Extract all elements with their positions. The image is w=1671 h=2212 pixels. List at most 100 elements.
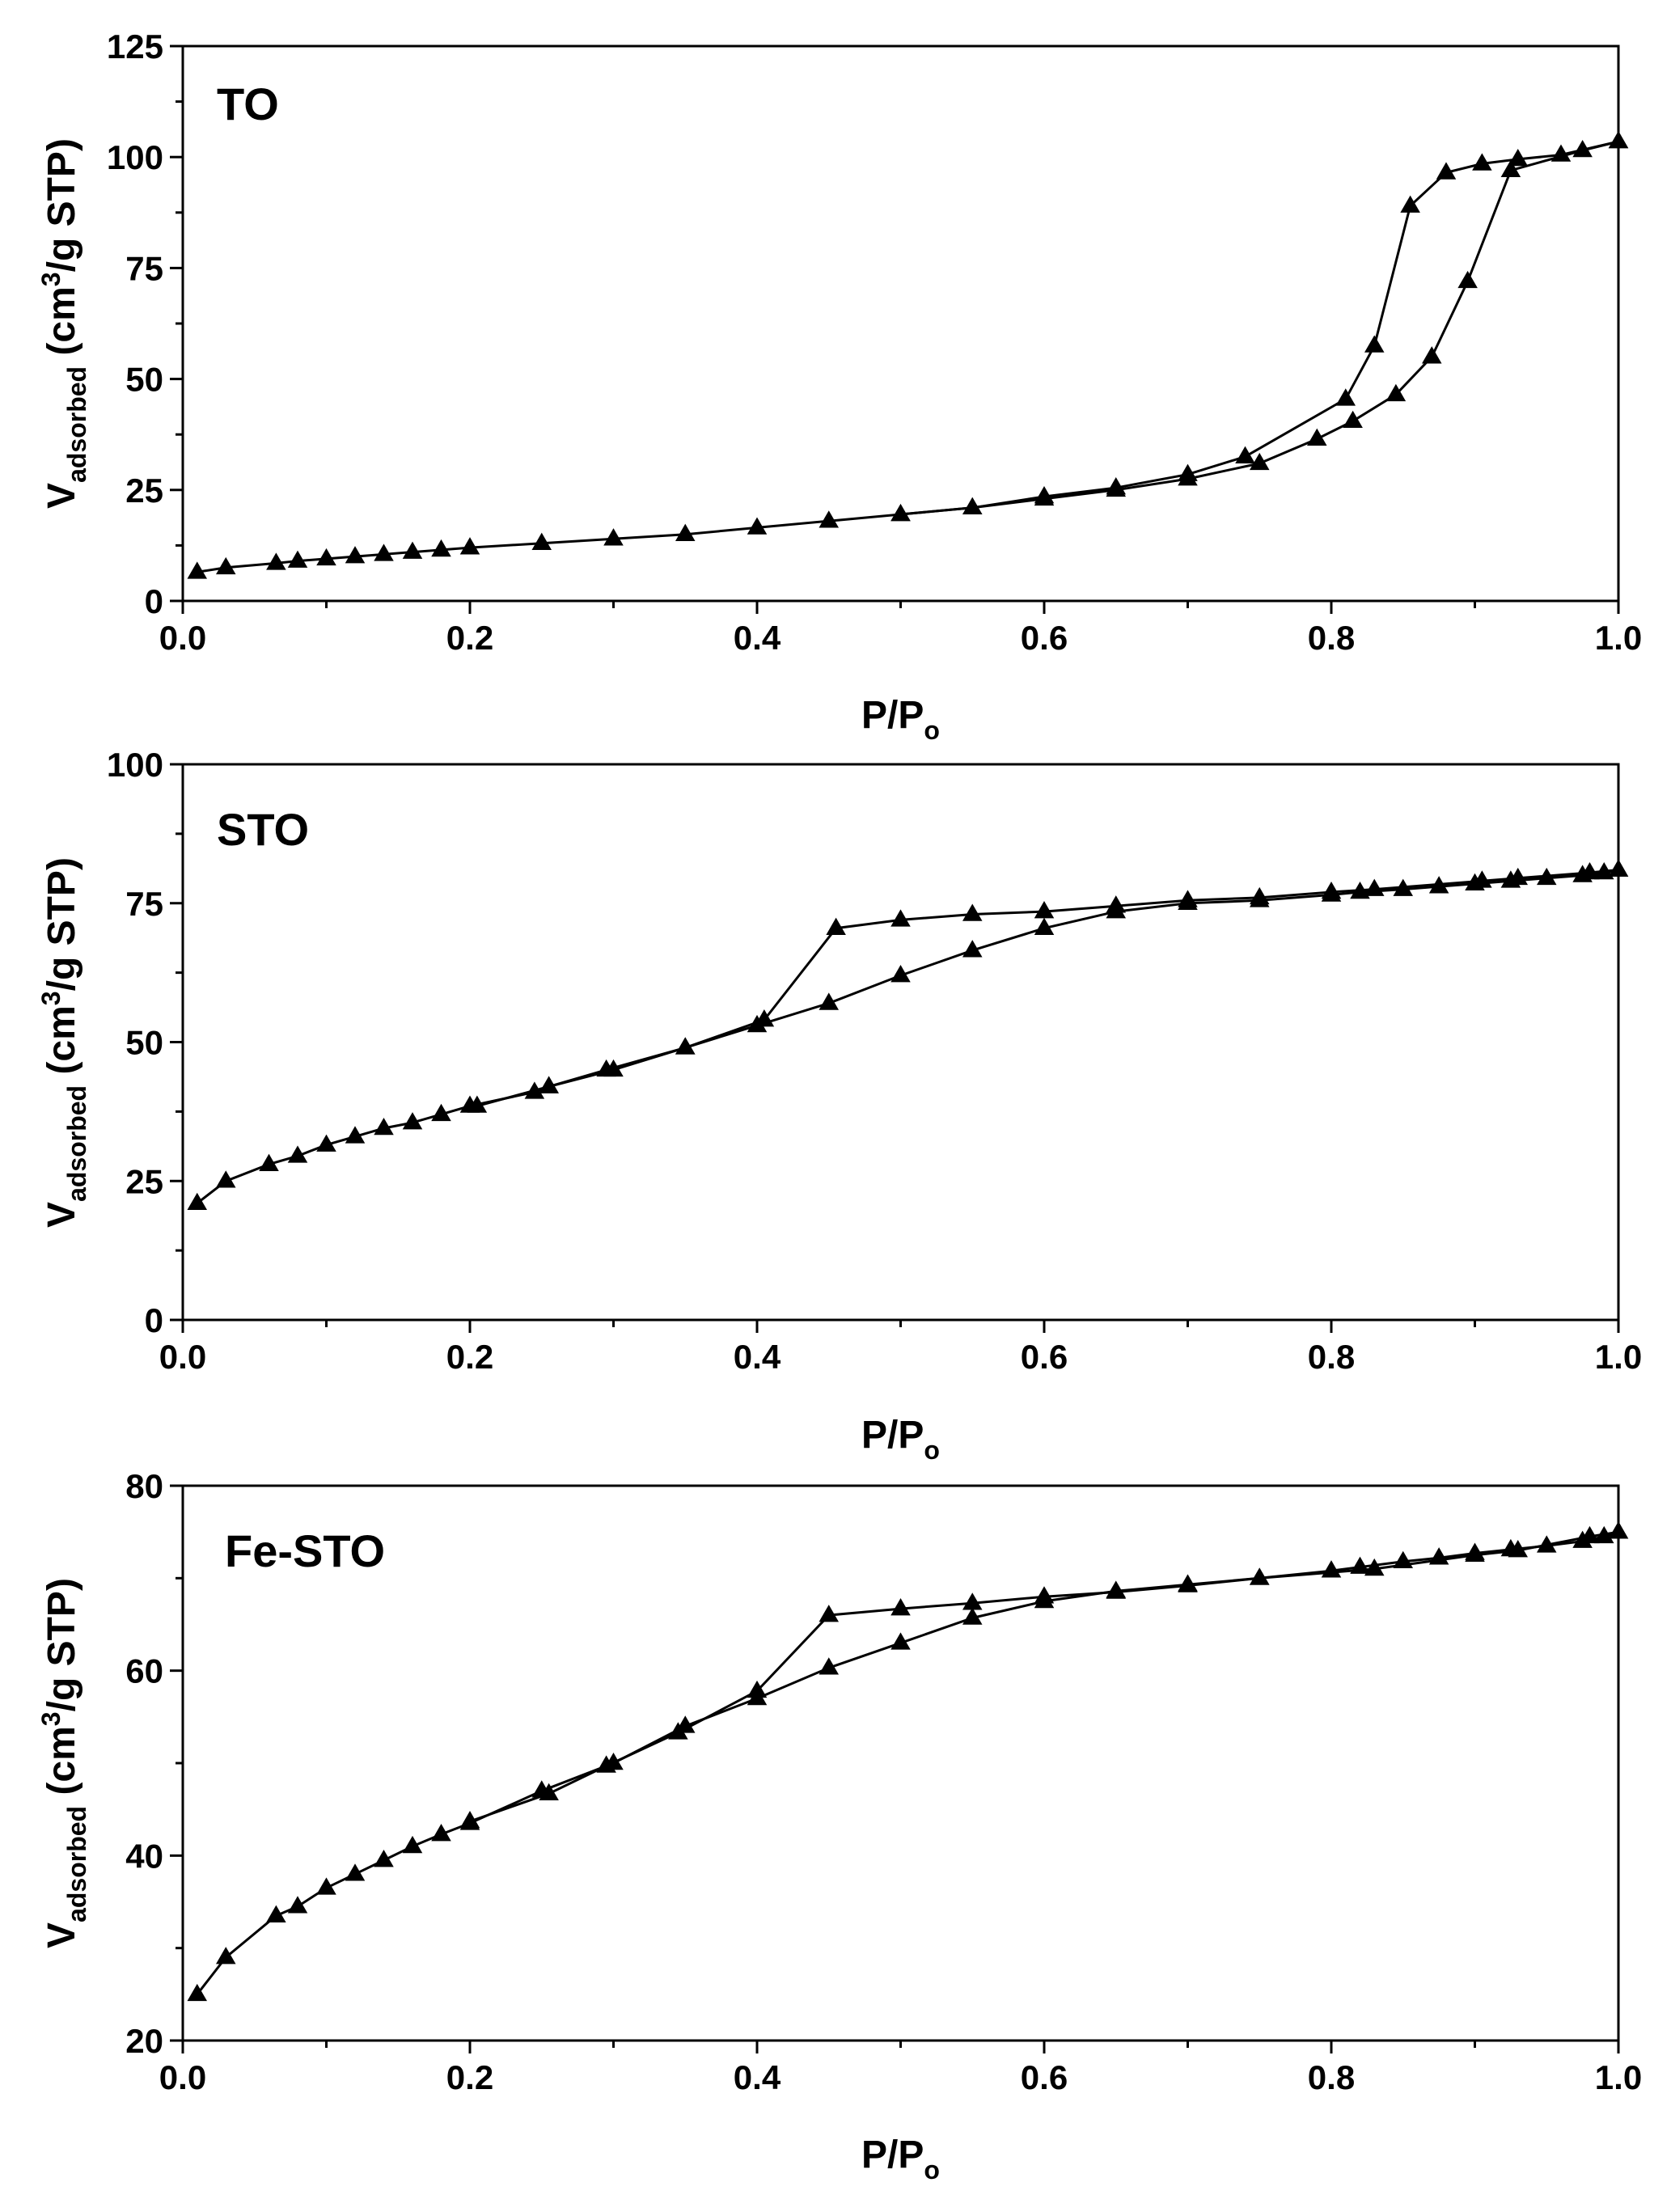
data-point-marker [1249,1567,1270,1585]
data-point-marker [215,1947,236,1965]
panel-label: Fe-STO [225,1525,385,1576]
adsorption-series-line [196,1530,1619,1995]
data-point-marker [431,1103,451,1122]
data-point-marker [287,1896,308,1914]
y-tick-label: 20 [125,2022,163,2060]
y-axis-title: Vadsorbed (cm3/g STP) [36,1578,91,1948]
data-point-marker [345,546,366,564]
data-point-marker [1421,346,1442,364]
data-point-marker [1034,1586,1055,1604]
y-tick-label: 100 [107,138,163,176]
data-point-marker [603,528,624,546]
data-point-marker [1364,878,1385,896]
data-point-marker [345,1126,366,1144]
data-point-marker [402,1112,423,1130]
y-tick-label: 0 [145,582,163,620]
data-point-marker [819,992,840,1010]
data-point-marker [1106,477,1127,495]
y-tick-label: 100 [107,746,163,784]
data-point-marker [374,1850,394,1867]
data-point-marker [962,1592,983,1610]
x-tick-label: 0.6 [1021,2058,1068,2096]
data-point-marker [962,1607,983,1625]
plot-frame [181,763,1620,1322]
y-tick-label: 40 [125,1837,163,1875]
y-tick-label: 25 [125,472,163,510]
data-point-marker [287,550,308,568]
x-axis-title: P/Po [861,1414,940,1465]
data-point-marker [962,940,983,958]
y-tick-label: 25 [125,1162,163,1200]
data-point-marker [374,1117,394,1136]
data-point-marker [1500,159,1521,177]
data-point-marker [1106,1581,1127,1599]
data-point-marker [1178,1575,1198,1592]
data-point-marker [962,497,983,515]
data-point-marker [890,503,911,522]
data-point-marker [596,1755,616,1773]
data-point-marker [603,1059,624,1077]
y-axis-title: Vadsorbed (cm3/g STP) [36,857,91,1228]
desorption-series-line [469,1530,1619,1823]
x-tick-label: 0.6 [1021,1338,1068,1376]
y-tick-label: 125 [107,27,163,66]
panel-label: STO [217,804,309,855]
data-point-marker [374,543,394,561]
data-point-marker [1343,410,1363,429]
data-point-marker [531,532,552,550]
data-point-marker [187,561,208,579]
data-point-marker [345,1863,366,1881]
x-tick-label: 0.2 [446,619,493,657]
x-tick-label: 0.2 [446,1338,493,1376]
x-tick-label: 1.0 [1595,619,1642,657]
chart-panel-1: 0.0 0.2 0.4 0.6 0.8 1.0 0 25 50 75 100 125 TO P/Po Vad… [36,27,1642,745]
y-tick-label: 50 [125,361,163,399]
data-point-marker [259,1153,279,1171]
data-point-marker [1608,130,1629,149]
data-point-marker [1508,1540,1529,1558]
data-point-marker [675,1037,696,1055]
data-point-marker [1385,383,1407,402]
data-point-marker [1306,428,1327,446]
x-tick-label: 0.8 [1308,1338,1355,1376]
y-tick-label: 0 [145,1301,163,1339]
x-tick-label: 0.0 [159,2058,206,2096]
x-tick-label: 0.0 [159,619,206,657]
panel-label: TO [217,78,279,129]
data-point-marker [668,1722,688,1740]
data-point-marker [819,1605,840,1622]
data-point-marker [1321,882,1342,899]
data-point-marker [819,1657,840,1675]
data-point-marker [747,1680,768,1698]
x-tick-label: 0.4 [734,619,781,657]
y-tick-label: 50 [125,1024,163,1062]
data-point-marker [316,1134,336,1152]
data-point-marker [675,523,696,541]
x-tick-label: 0.4 [734,1338,781,1376]
data-point-marker [187,1192,208,1211]
data-point-marker [1608,859,1629,877]
y-tick-label: 60 [125,1652,163,1690]
x-tick-label: 0.8 [1308,2058,1355,2096]
data-point-marker [1034,917,1055,935]
x-axis-title: P/Po [861,694,940,745]
data-point-marker [187,1983,208,2002]
data-point-marker [1235,446,1255,463]
x-tick-label: 0.4 [734,2058,781,2096]
data-point-marker [754,1009,775,1027]
data-point-marker [1508,867,1529,886]
data-point-marker [1550,144,1572,162]
data-point-marker [1178,890,1198,907]
data-point-marker [1034,901,1055,919]
data-point-marker [316,1877,336,1895]
data-point-marker [539,1076,559,1093]
data-point-marker [826,917,846,935]
data-point-marker [459,537,480,555]
data-point-marker [1034,486,1055,504]
x-tick-label: 0.2 [446,2058,493,2096]
data-point-marker [1608,1521,1629,1539]
data-point-marker [890,1598,911,1616]
data-point-marker [402,1835,423,1854]
data-point-marker [1472,153,1492,171]
